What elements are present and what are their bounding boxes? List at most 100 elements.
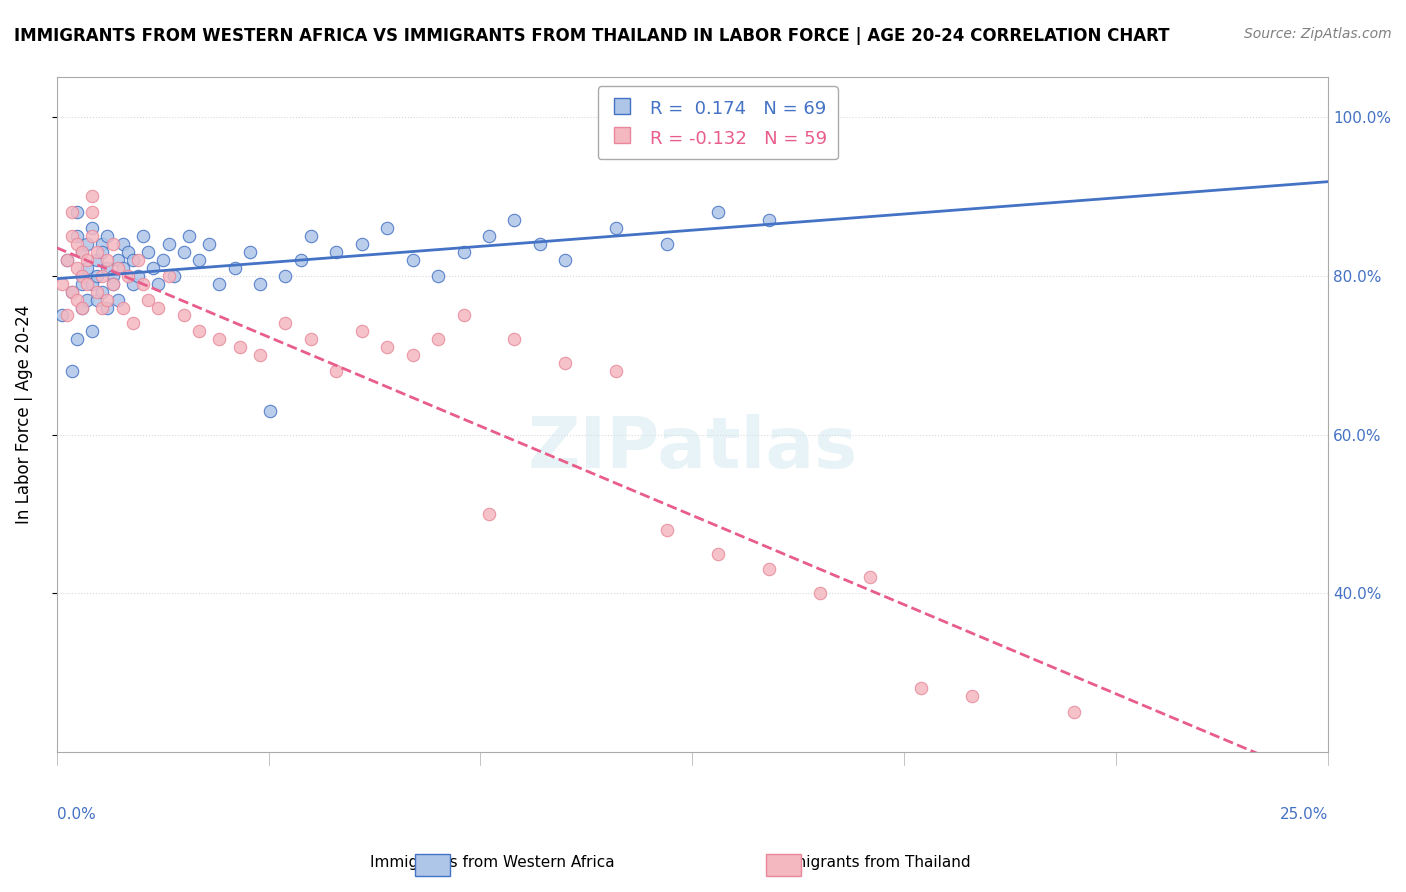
Point bbox=[51, 277, 73, 291]
Point bbox=[350, 324, 373, 338]
Point bbox=[86, 293, 108, 307]
Point bbox=[162, 268, 184, 283]
Point bbox=[157, 268, 180, 283]
Point bbox=[51, 309, 73, 323]
Point bbox=[228, 340, 250, 354]
Point bbox=[82, 229, 104, 244]
Point bbox=[96, 252, 118, 267]
Point bbox=[249, 277, 271, 291]
Point bbox=[142, 260, 165, 275]
Text: Source: ZipAtlas.com: Source: ZipAtlas.com bbox=[1244, 27, 1392, 41]
Point bbox=[76, 260, 98, 275]
Point bbox=[554, 252, 576, 267]
Point bbox=[60, 229, 83, 244]
Point bbox=[148, 277, 170, 291]
Point bbox=[758, 213, 780, 227]
Point bbox=[91, 245, 114, 260]
Point bbox=[91, 268, 114, 283]
Point bbox=[655, 523, 678, 537]
Point bbox=[111, 260, 134, 275]
Point bbox=[66, 260, 89, 275]
Point bbox=[401, 252, 423, 267]
Point bbox=[375, 221, 398, 235]
Text: 0.0%: 0.0% bbox=[56, 807, 96, 822]
Point bbox=[107, 293, 129, 307]
Point bbox=[960, 690, 983, 704]
Point bbox=[70, 301, 93, 315]
Point bbox=[82, 221, 104, 235]
Point bbox=[859, 570, 882, 584]
Point bbox=[401, 348, 423, 362]
Point bbox=[82, 277, 104, 291]
Point bbox=[107, 252, 129, 267]
Text: Immigrants from Western Africa: Immigrants from Western Africa bbox=[370, 855, 614, 870]
Point bbox=[76, 277, 98, 291]
Point bbox=[66, 205, 89, 219]
Point bbox=[136, 293, 159, 307]
Point bbox=[76, 252, 98, 267]
Point bbox=[299, 229, 322, 244]
Point bbox=[101, 237, 124, 252]
Point bbox=[478, 507, 501, 521]
Point bbox=[503, 332, 526, 346]
Point bbox=[122, 317, 145, 331]
Point bbox=[111, 237, 134, 252]
Point bbox=[350, 237, 373, 252]
Point bbox=[86, 252, 108, 267]
Point bbox=[66, 293, 89, 307]
Point bbox=[503, 213, 526, 227]
Point bbox=[132, 229, 155, 244]
Point bbox=[82, 205, 104, 219]
Point bbox=[55, 252, 77, 267]
Point bbox=[96, 293, 118, 307]
Point bbox=[239, 245, 262, 260]
Point bbox=[70, 277, 93, 291]
Point bbox=[208, 277, 231, 291]
Point bbox=[91, 237, 114, 252]
Point bbox=[707, 205, 730, 219]
Point bbox=[60, 285, 83, 299]
Point bbox=[70, 268, 93, 283]
Point bbox=[91, 301, 114, 315]
Point bbox=[427, 268, 450, 283]
Point bbox=[101, 268, 124, 283]
Point bbox=[107, 260, 129, 275]
Point bbox=[605, 221, 627, 235]
Point bbox=[758, 562, 780, 576]
Point bbox=[198, 237, 221, 252]
Y-axis label: In Labor Force | Age 20-24: In Labor Force | Age 20-24 bbox=[15, 305, 32, 524]
Point bbox=[173, 245, 195, 260]
Point bbox=[299, 332, 322, 346]
Point bbox=[76, 293, 98, 307]
Point bbox=[122, 252, 145, 267]
Point bbox=[453, 245, 475, 260]
Point bbox=[148, 301, 170, 315]
Point bbox=[554, 356, 576, 370]
Point bbox=[82, 189, 104, 203]
Text: IMMIGRANTS FROM WESTERN AFRICA VS IMMIGRANTS FROM THAILAND IN LABOR FORCE | AGE : IMMIGRANTS FROM WESTERN AFRICA VS IMMIGR… bbox=[14, 27, 1170, 45]
Point bbox=[86, 245, 108, 260]
Point bbox=[96, 229, 118, 244]
Point bbox=[82, 324, 104, 338]
Text: 25.0%: 25.0% bbox=[1279, 807, 1329, 822]
Point bbox=[375, 340, 398, 354]
Point bbox=[808, 586, 831, 600]
Point bbox=[91, 285, 114, 299]
Point bbox=[157, 237, 180, 252]
Point bbox=[274, 317, 297, 331]
Point bbox=[66, 229, 89, 244]
Point bbox=[259, 403, 281, 417]
Point bbox=[910, 681, 932, 696]
Point bbox=[70, 301, 93, 315]
Point bbox=[70, 268, 93, 283]
Point bbox=[136, 245, 159, 260]
Point bbox=[208, 332, 231, 346]
Point bbox=[1063, 705, 1085, 719]
Point bbox=[101, 277, 124, 291]
Point bbox=[86, 285, 108, 299]
Point bbox=[188, 252, 211, 267]
Point bbox=[70, 245, 93, 260]
Text: Immigrants from Thailand: Immigrants from Thailand bbox=[772, 855, 972, 870]
Point bbox=[427, 332, 450, 346]
Point bbox=[453, 309, 475, 323]
